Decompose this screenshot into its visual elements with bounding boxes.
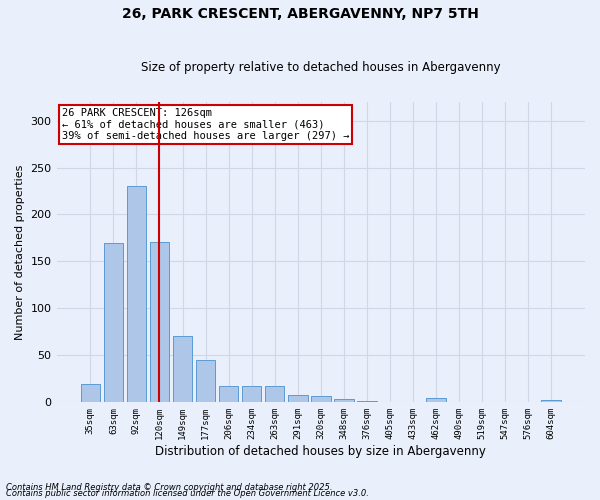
Bar xyxy=(265,386,284,402)
Title: Size of property relative to detached houses in Abergavenny: Size of property relative to detached ho… xyxy=(141,62,500,74)
Text: 26, PARK CRESCENT, ABERGAVENNY, NP7 5TH: 26, PARK CRESCENT, ABERGAVENNY, NP7 5TH xyxy=(122,8,478,22)
Bar xyxy=(127,186,146,402)
Bar xyxy=(149,242,169,402)
Bar xyxy=(242,386,262,402)
Text: Contains HM Land Registry data © Crown copyright and database right 2025.: Contains HM Land Registry data © Crown c… xyxy=(6,484,332,492)
Bar xyxy=(426,398,446,402)
Bar xyxy=(357,401,377,402)
X-axis label: Distribution of detached houses by size in Abergavenny: Distribution of detached houses by size … xyxy=(155,444,486,458)
Bar xyxy=(104,242,123,402)
Bar xyxy=(219,386,238,402)
Bar xyxy=(173,336,193,402)
Bar xyxy=(334,399,353,402)
Bar xyxy=(541,400,561,402)
Bar xyxy=(196,360,215,402)
Text: Contains public sector information licensed under the Open Government Licence v3: Contains public sector information licen… xyxy=(6,490,369,498)
Y-axis label: Number of detached properties: Number of detached properties xyxy=(15,164,25,340)
Bar xyxy=(288,396,308,402)
Bar xyxy=(311,396,331,402)
Text: 26 PARK CRESCENT: 126sqm
← 61% of detached houses are smaller (463)
39% of semi-: 26 PARK CRESCENT: 126sqm ← 61% of detach… xyxy=(62,108,349,142)
Bar xyxy=(80,384,100,402)
